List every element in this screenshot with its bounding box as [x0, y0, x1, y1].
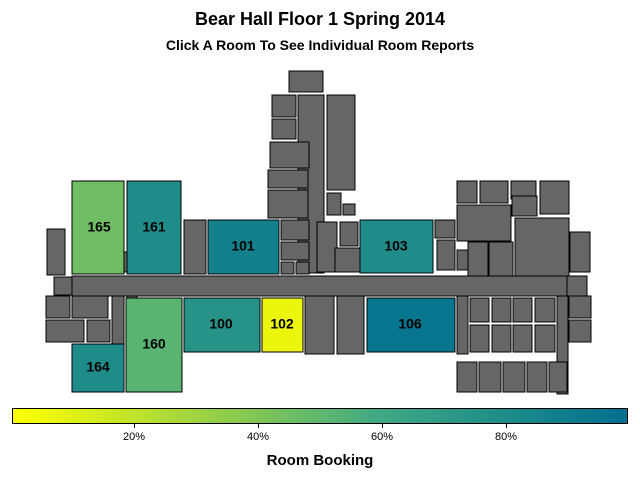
block [45, 319, 85, 343]
block [326, 192, 342, 216]
legend-tick [134, 424, 135, 428]
map-subtitle: Click A Room To See Individual Room Repo… [165, 37, 475, 53]
block [456, 180, 478, 204]
block [280, 219, 310, 241]
block [267, 189, 309, 219]
room-160[interactable]: 160 [125, 297, 183, 393]
block [478, 361, 502, 393]
block [569, 231, 591, 273]
floor-plan: 165 161 101 103 100 102 106 164 [45, 70, 592, 395]
room-165[interactable]: 165 [71, 180, 125, 275]
block [512, 324, 533, 353]
block [456, 249, 470, 271]
block [271, 94, 297, 118]
block [456, 295, 469, 355]
room-100[interactable]: 100 [183, 297, 261, 353]
block [469, 324, 490, 353]
block [568, 319, 592, 343]
legend-tick-label: 40% [246, 431, 270, 443]
block [280, 261, 295, 275]
block [456, 204, 512, 242]
block [467, 241, 489, 277]
block [86, 319, 111, 343]
room-161[interactable]: 161 [126, 180, 182, 275]
block [491, 324, 512, 353]
block [342, 203, 356, 216]
block [479, 180, 509, 204]
block [534, 297, 556, 323]
block [46, 228, 66, 276]
block [111, 295, 125, 345]
block [566, 275, 588, 297]
room-165-area[interactable] [71, 180, 125, 275]
block [269, 141, 310, 169]
block [514, 217, 570, 277]
room-160-area[interactable] [125, 297, 183, 393]
room-102-area[interactable] [261, 297, 304, 353]
room-106[interactable]: 106 [366, 297, 456, 353]
unbooked-blocks [45, 70, 592, 395]
block [45, 295, 71, 319]
block [71, 295, 109, 319]
block [436, 239, 456, 271]
legend-title: Room Booking [266, 452, 374, 469]
block [568, 295, 592, 319]
room-164[interactable]: 164 [71, 343, 125, 393]
legend-tick [258, 424, 259, 428]
block [336, 295, 365, 355]
block [295, 261, 310, 275]
legend-tick [506, 424, 507, 428]
map-title: Bear Hall Floor 1 Spring 2014 [194, 9, 446, 29]
block [280, 241, 310, 261]
room-106-area[interactable] [366, 297, 456, 353]
room-164-area[interactable] [71, 343, 125, 393]
room-102[interactable]: 102 [261, 297, 304, 353]
block [271, 118, 297, 140]
block [556, 295, 569, 395]
room-103[interactable]: 103 [359, 219, 434, 274]
block [334, 247, 361, 273]
block [434, 219, 456, 239]
block [534, 324, 556, 353]
block [183, 219, 207, 275]
color-scale-bar [12, 408, 628, 424]
block [491, 297, 512, 323]
block [526, 361, 548, 393]
block [456, 361, 478, 393]
legend-tick-label: 60% [370, 431, 394, 443]
room-103-area[interactable] [359, 219, 434, 274]
block [469, 297, 490, 323]
block [511, 195, 538, 217]
legend-tick-label: 80% [494, 431, 518, 443]
room-101[interactable]: 101 [207, 219, 280, 275]
block [539, 180, 570, 215]
block [502, 361, 526, 393]
block [488, 241, 514, 277]
block [316, 221, 338, 273]
block [339, 221, 359, 247]
corridor [71, 275, 569, 297]
block [288, 70, 324, 93]
block [53, 276, 73, 296]
room-101-area[interactable] [207, 219, 280, 275]
block [326, 94, 356, 191]
legend-tick-label: 20% [122, 431, 146, 443]
legend-tick [382, 424, 383, 428]
block [548, 361, 568, 393]
room-161-area[interactable] [126, 180, 182, 275]
block [304, 295, 335, 355]
room-100-area[interactable] [183, 297, 261, 353]
block [267, 169, 309, 189]
block [512, 297, 533, 323]
